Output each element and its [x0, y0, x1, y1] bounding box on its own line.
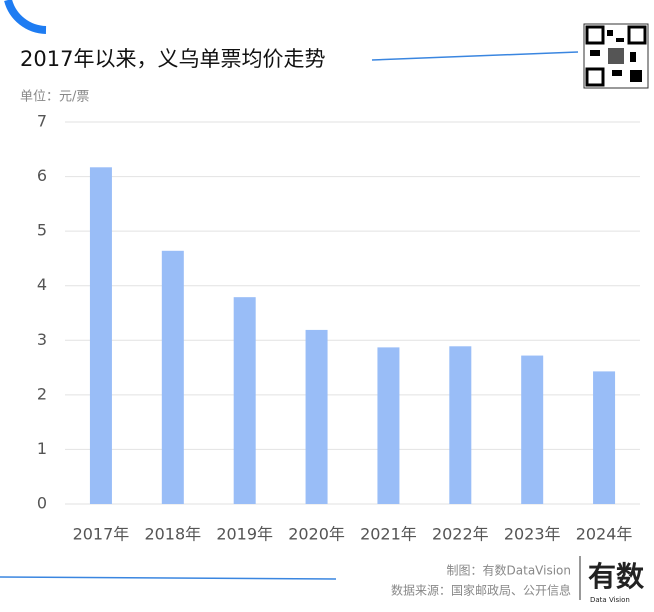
x-tick-label: 2017年 [73, 525, 130, 544]
decor-arc [4, 0, 47, 34]
source: 数据来源：国家邮政局、公开信息 [391, 583, 571, 598]
bar [521, 355, 544, 504]
y-tick-label: 2 [37, 384, 47, 403]
bar [233, 297, 256, 504]
x-tick-label: 2019年 [216, 525, 273, 544]
y-tick-label: 0 [37, 494, 47, 513]
decor-line [371, 51, 579, 61]
bar [161, 250, 184, 504]
y-tick-label: 5 [37, 221, 47, 240]
qr-code [583, 23, 649, 89]
x-tick-label: 2020年 [288, 525, 345, 544]
bar [89, 167, 112, 504]
bar [593, 371, 616, 504]
x-tick-label: 2018年 [144, 525, 201, 544]
x-tick-label: 2021年 [360, 525, 417, 544]
y-tick-label: 1 [37, 439, 47, 458]
bar [449, 346, 472, 504]
chart-title: 2017年以来，义乌单票均价走势 [20, 47, 325, 71]
logo-sub: Data Vision [590, 596, 630, 604]
y-tick-label: 6 [37, 166, 47, 185]
y-tick-label: 7 [37, 112, 47, 131]
bar [305, 329, 328, 504]
bar [377, 347, 400, 504]
x-tick-label: 2022年 [432, 525, 489, 544]
y-tick-label: 3 [37, 330, 47, 349]
credit: 制图：有数DataVision [447, 563, 571, 578]
x-tick-label: 2023年 [504, 525, 561, 544]
x-tick-label: 2024年 [576, 525, 633, 544]
logo: 有数 [588, 560, 645, 593]
unit-label: 单位：元/票 [20, 90, 89, 105]
decor-line [0, 576, 337, 580]
y-tick-label: 4 [37, 275, 47, 294]
